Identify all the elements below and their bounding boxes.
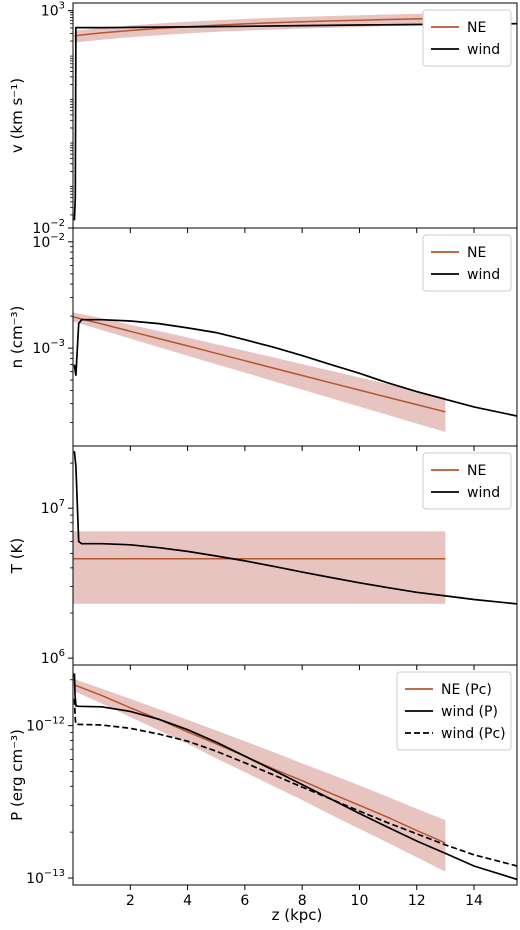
legend: NE (Pc) wind (P) wind (Pc) (396, 671, 512, 751)
legend-box (422, 452, 512, 510)
confidence-band (73, 312, 446, 432)
legend: NE wind (422, 452, 512, 510)
legend: NE wind (422, 234, 512, 292)
x-tick-label: 14 (465, 893, 483, 909)
legend-label: wind (467, 485, 500, 501)
series-line (73, 698, 517, 867)
series-line (74, 17, 446, 37)
legend-box (396, 671, 512, 751)
x-tick-label: 6 (240, 893, 249, 909)
legend-label: NE (467, 20, 486, 36)
plot-area (73, 451, 517, 605)
y-axis-label: v (km s⁻¹) (8, 78, 26, 153)
y-tick-label: 10−3 (32, 338, 65, 357)
axes-frame (72, 664, 518, 886)
plot-area (73, 13, 517, 221)
series-line (73, 22, 517, 221)
y-tick-label: 10−2 (32, 232, 65, 251)
series-line (73, 451, 517, 605)
plot-area (73, 312, 517, 432)
y-axis-label: n (cm⁻³) (8, 306, 26, 369)
legend-label: wind (467, 42, 500, 58)
panel-2: 10−2 10−3 n (cm⁻³) NE wind (8, 227, 518, 451)
panel-3: 107 106 T (K) NE wind (8, 445, 518, 670)
confidence-band (73, 531, 446, 604)
confidence-band (74, 679, 446, 872)
legend-box (422, 234, 512, 292)
y-tick-label: 10−12 (26, 716, 65, 735)
y-tick-label: 10−2 (32, 218, 65, 237)
x-tick-label: 8 (298, 893, 307, 909)
y-axis-label: T (K) (8, 538, 26, 574)
series-line (73, 673, 517, 881)
y-tick-label: 10−13 (26, 868, 65, 887)
y-tick-label: 106 (41, 648, 65, 667)
series-line (73, 318, 517, 417)
legend-label: wind (P) (441, 704, 498, 720)
x-axis-label: z (kpc) (272, 906, 323, 924)
x-tick-label: 4 (183, 893, 192, 909)
y-tick-label: 103 (41, 1, 65, 20)
legend-label: wind (467, 267, 500, 283)
x-tick-label: 12 (408, 893, 426, 909)
plot-area (73, 673, 517, 881)
legend-label: NE (467, 463, 486, 479)
series-line (73, 316, 446, 413)
legend-label: NE (Pc) (441, 682, 492, 698)
y-tick-label: 107 (41, 498, 65, 517)
legend-box (422, 9, 512, 67)
x-tick-label: 2 (126, 893, 135, 909)
legend-label: wind (Pc) (441, 726, 506, 742)
legend-label: NE (467, 245, 486, 261)
panel-4: 10−12 10−13 2 4 6 8 10 12 14 P (erg cm⁻³) NE (Pc) w… (8, 664, 518, 909)
legend: NE wind (422, 9, 512, 67)
x-tick-label: 10 (351, 893, 369, 909)
panel-1: 103 10−2 v (km s⁻¹) NE wind (8, 1, 518, 237)
y-axis-label: P (erg cm⁻³) (8, 729, 26, 821)
